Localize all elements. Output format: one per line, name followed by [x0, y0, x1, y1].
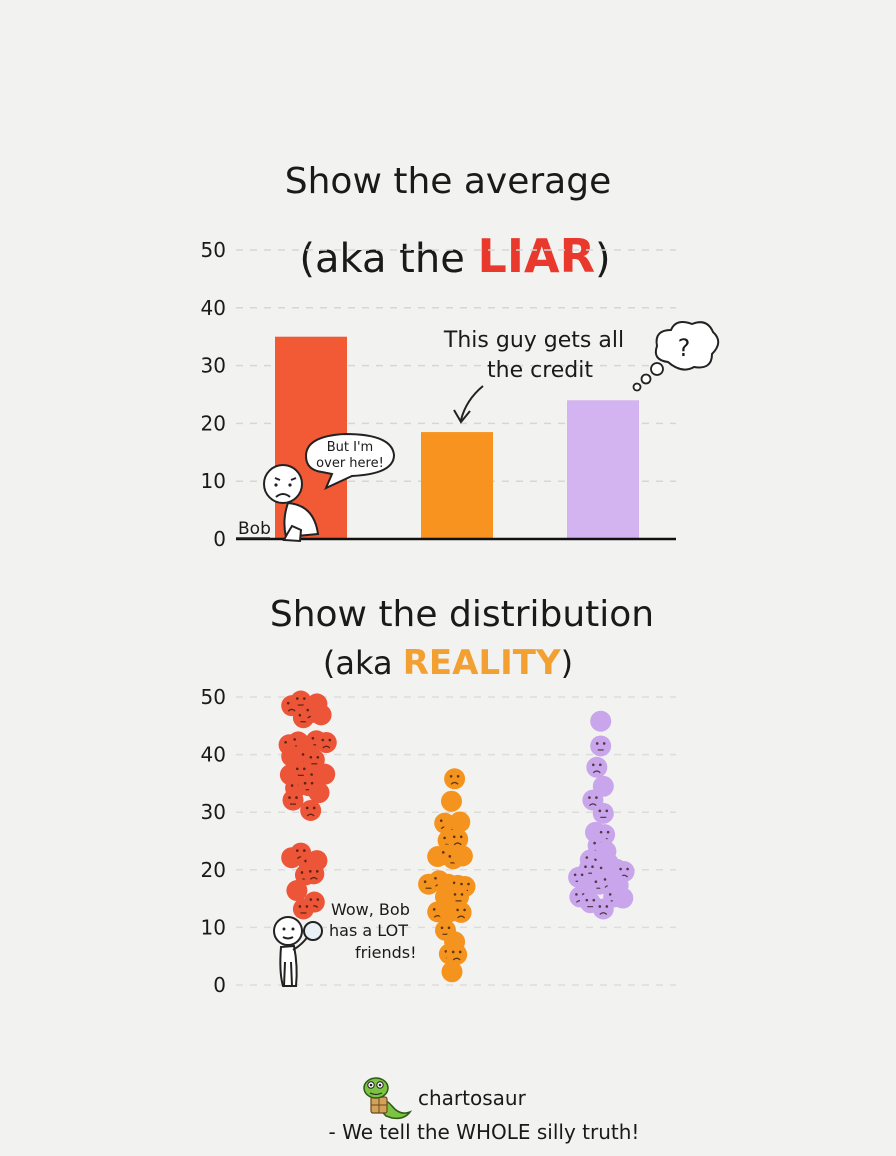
speech-bubble-line2: over here!: [316, 456, 384, 471]
bar: [421, 432, 493, 539]
bob-friends-line3: friends!: [355, 943, 417, 962]
speech-bubble: [304, 432, 396, 490]
dist-point: [590, 710, 612, 732]
thought-cloud-icon: [632, 321, 720, 392]
dist-y-tick-label: 20: [201, 858, 226, 882]
dist-y-tick-label: 40: [201, 743, 226, 767]
dist-point: [592, 898, 614, 920]
bar: [567, 400, 639, 539]
dist-point: [300, 799, 322, 821]
dist-point: [303, 863, 325, 885]
bar-y-tick-label: 30: [201, 354, 226, 378]
dinosaur-logo-icon: [363, 1077, 413, 1120]
dist-point: [451, 845, 473, 867]
dist-y-tick-label: 50: [201, 685, 226, 709]
dist-chart-points: [278, 690, 635, 983]
dist-point: [444, 768, 466, 790]
bob-friends-line1: Wow, Bob: [331, 900, 410, 919]
thought-question-mark: ?: [678, 334, 691, 362]
bar-y-tick-label: 10: [201, 469, 226, 493]
dist-point: [586, 756, 608, 778]
bar-y-tick-label: 0: [213, 527, 226, 551]
bob-label: Bob: [238, 519, 271, 539]
credit-arrow: [460, 385, 484, 421]
brand-name: chartosaur: [418, 1086, 527, 1110]
dist-chart-subtitle-prefix: (aka: [323, 644, 403, 682]
bar-chart-title: Show the average: [285, 161, 611, 202]
bar-y-tick-label: 20: [201, 411, 226, 435]
dist-point: [447, 828, 469, 850]
brand-tagline: - We tell the WHOLE silly truth!: [329, 1120, 640, 1144]
bar-chart-subtitle-highlight: LIAR: [478, 229, 595, 283]
dist-point: [282, 789, 304, 811]
bar-chart-subtitle: (aka the LIAR): [299, 229, 610, 283]
dist-point: [441, 961, 463, 983]
dist-point: [286, 880, 308, 902]
credit-annotation-line1: This guy gets all: [443, 328, 624, 353]
dist-point: [592, 802, 614, 824]
magnifier-figure: [273, 916, 323, 987]
dist-point: [612, 887, 634, 909]
dist-point: [450, 901, 472, 923]
dist-chart-subtitle-highlight: REALITY: [403, 643, 561, 683]
dist-y-tick-label: 10: [201, 915, 226, 939]
bar-y-tick-label: 50: [201, 238, 226, 262]
dist-point: [314, 763, 336, 785]
sad-bob-figure: [263, 464, 320, 543]
dist-point: [440, 790, 462, 812]
dist-point: [308, 782, 330, 804]
bar-chart-y-axis: 0 10 20 30 40 50: [201, 238, 226, 551]
bar-y-tick-label: 40: [201, 296, 226, 320]
dist-chart-subtitle: (aka REALITY): [323, 643, 573, 683]
dist-point: [449, 811, 471, 833]
bar-chart-subtitle-prefix: (aka the: [299, 236, 477, 282]
dist-point: [315, 732, 337, 754]
dist-point: [590, 735, 612, 757]
credit-arrow-head: [453, 409, 471, 424]
dist-chart-title: Show the distribution: [270, 594, 654, 635]
dist-y-tick-label: 0: [213, 973, 226, 997]
dist-y-tick-label: 30: [201, 800, 226, 824]
dist-chart-y-axis: 0 10 20 30 40 50: [201, 685, 226, 997]
dist-point: [310, 704, 332, 726]
dist-chart-subtitle-suffix: ): [561, 644, 573, 682]
bob-friends-line2: has a LOT: [329, 921, 408, 940]
dist-point: [446, 943, 468, 965]
dist-point: [292, 898, 314, 920]
credit-annotation-line2: the credit: [487, 358, 593, 383]
speech-bubble-line1: But I'm: [327, 440, 373, 455]
bar-chart-subtitle-suffix: ): [595, 236, 611, 282]
